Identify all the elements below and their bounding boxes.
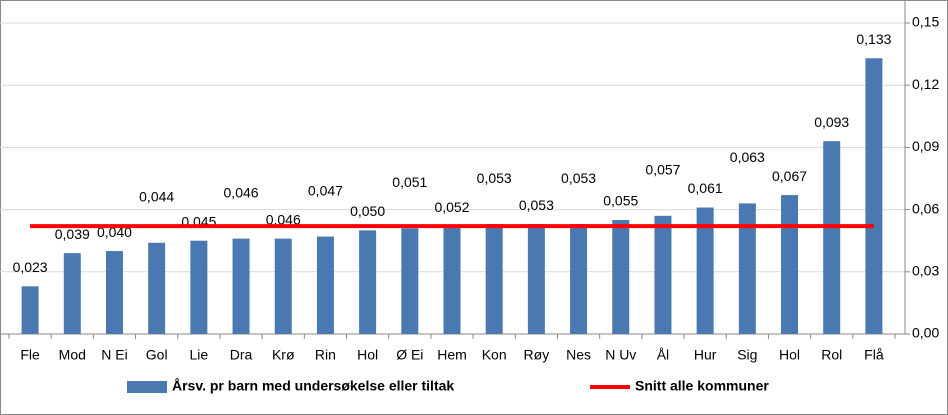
bar bbox=[401, 228, 419, 334]
bar bbox=[781, 195, 799, 334]
value-label: 0,051 bbox=[392, 174, 427, 190]
x-tick-label: Ø Ei bbox=[396, 347, 423, 363]
x-tick-label: Rin bbox=[315, 347, 336, 363]
x-tick-label: N Ei bbox=[101, 347, 127, 363]
bar bbox=[232, 238, 250, 334]
bar bbox=[738, 203, 756, 334]
x-tick-label: Nes bbox=[566, 347, 591, 363]
value-label: 0,044 bbox=[139, 188, 174, 204]
x-tick-label: Lie bbox=[190, 347, 209, 363]
x-tick-label: Hol bbox=[357, 347, 378, 363]
bar bbox=[443, 226, 461, 334]
value-label: 0,061 bbox=[688, 180, 723, 196]
value-label: 0,046 bbox=[224, 184, 259, 200]
x-tick-label: Ål bbox=[657, 347, 669, 363]
x-tick-label: Hol bbox=[779, 347, 800, 363]
value-label: 0,039 bbox=[55, 226, 90, 242]
value-label: 0,053 bbox=[519, 197, 554, 213]
y-tick-label: 0,06 bbox=[912, 200, 939, 216]
bar bbox=[274, 238, 292, 334]
value-label: 0,053 bbox=[477, 170, 512, 186]
value-label: 0,057 bbox=[645, 162, 680, 178]
value-label: 0,093 bbox=[814, 114, 849, 130]
value-label: 0,053 bbox=[561, 170, 596, 186]
bar bbox=[359, 230, 377, 334]
bar bbox=[527, 224, 545, 334]
value-label: 0,046 bbox=[266, 211, 301, 227]
value-label: 0,055 bbox=[603, 193, 638, 209]
value-label: 0,047 bbox=[308, 182, 343, 198]
x-tick-label: Sig bbox=[737, 347, 757, 363]
x-tick-label: Gol bbox=[146, 347, 168, 363]
legend-swatch bbox=[127, 381, 167, 393]
x-tick-label: Flå bbox=[864, 347, 884, 363]
x-tick-label: Hur bbox=[694, 347, 717, 363]
y-tick-label: 0,12 bbox=[912, 76, 939, 92]
x-tick-label: Røy bbox=[524, 347, 550, 363]
legend-label: Årsv. pr barn med undersøkelse eller til… bbox=[172, 378, 454, 394]
bar bbox=[612, 219, 630, 334]
bar bbox=[105, 251, 123, 334]
bar bbox=[63, 253, 81, 334]
bar bbox=[654, 215, 672, 334]
x-tick-label: Mod bbox=[59, 347, 86, 363]
x-tick-label: Dra bbox=[230, 347, 253, 363]
x-tick-label: Kon bbox=[482, 347, 507, 363]
bar bbox=[316, 236, 334, 334]
x-tick-label: N Uv bbox=[605, 347, 636, 363]
bar bbox=[696, 207, 714, 334]
legend-label: Snitt alle kommuner bbox=[635, 378, 769, 394]
value-label: 0,050 bbox=[350, 203, 385, 219]
y-tick-label: 0,03 bbox=[912, 263, 939, 279]
value-label: 0,063 bbox=[730, 149, 765, 165]
value-label: 0,052 bbox=[434, 199, 469, 215]
bar bbox=[485, 224, 503, 334]
y-tick-label: 0,15 bbox=[912, 14, 939, 30]
value-label: 0,067 bbox=[772, 168, 807, 184]
bar bbox=[823, 141, 841, 334]
bar bbox=[865, 58, 883, 334]
y-tick-label: 0,09 bbox=[912, 138, 939, 154]
value-label: 0,133 bbox=[856, 31, 891, 47]
bar bbox=[190, 240, 208, 334]
x-tick-label: Fle bbox=[20, 347, 40, 363]
bar bbox=[148, 242, 166, 334]
y-tick-label: 0,00 bbox=[912, 325, 939, 341]
bar bbox=[21, 286, 39, 334]
x-tick-label: Krø bbox=[272, 347, 295, 363]
x-tick-label: Rol bbox=[821, 347, 842, 363]
bar bbox=[570, 224, 588, 334]
value-label: 0,023 bbox=[13, 259, 48, 275]
x-tick-label: Hem bbox=[437, 347, 467, 363]
